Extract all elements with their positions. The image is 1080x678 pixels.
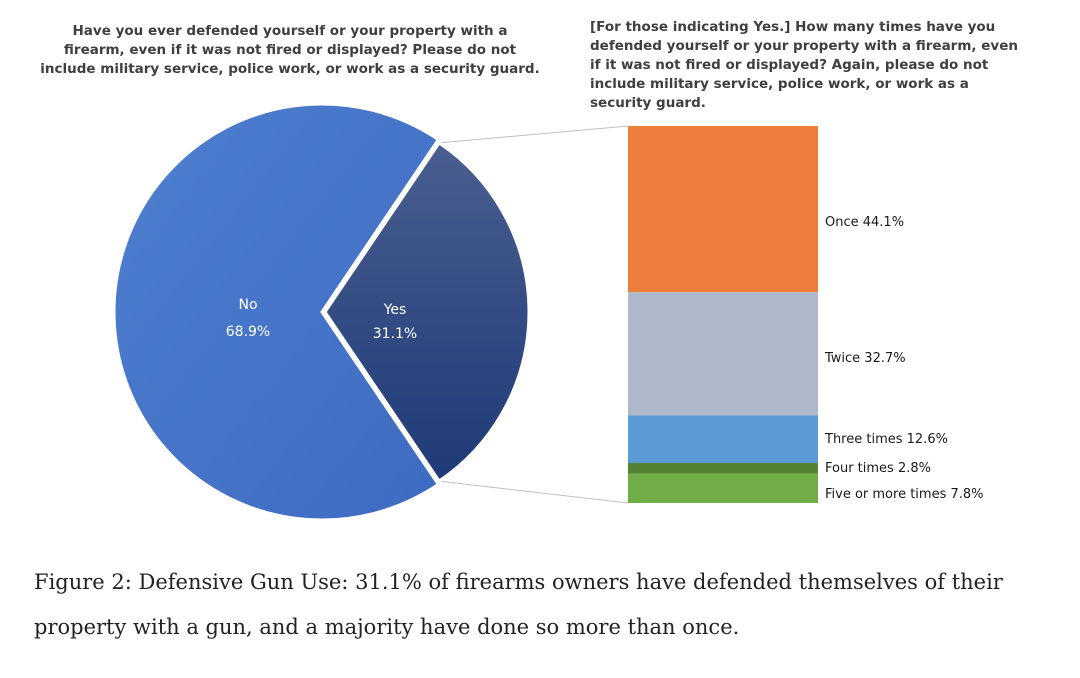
bar-segment-three-times	[628, 415, 818, 464]
bar-label-twice: Twice 32.7%	[824, 351, 906, 366]
pie-slice-yes	[323, 140, 531, 484]
bar-segment-five-or-more-times	[628, 473, 818, 503]
connector-line-top	[439, 125, 629, 144]
bar-label-once: Once 44.1%	[825, 215, 904, 230]
pie-question-title: Have you ever defended yourself or your …	[40, 23, 540, 77]
figure-caption: Figure 2: Defensive Gun Use: 31.1% of fi…	[34, 570, 1003, 639]
pie-value-yes: 31.1%	[373, 326, 417, 342]
bar-label-four-times: Four times 2.8%	[825, 461, 931, 476]
bar-segment-four-times	[628, 463, 818, 474]
bar-label-five-or-more-times: Five or more times 7.8%	[825, 487, 984, 502]
pie-label-yes: Yes	[383, 302, 407, 318]
connector-lines	[439, 125, 629, 504]
bar-question-title: [For those indicating Yes.] How many tim…	[590, 19, 1018, 111]
stacked-bar-chart: Once 44.1% Twice 32.7% Three times 12.6% Fo…	[628, 126, 984, 503]
bar-segment-twice	[628, 292, 818, 416]
pie-label-no: No	[238, 297, 257, 313]
pie-value-no: 68.9%	[226, 324, 270, 340]
pie-slice-no	[112, 102, 441, 522]
bar-label-three-times: Three times 12.6%	[824, 432, 948, 447]
chart-area: No 68.9% Yes 31.1% Once 44.1% Twice 32.7% Thr…	[112, 102, 984, 522]
pie-chart: No 68.9% Yes 31.1%	[112, 102, 531, 522]
connector-line-bottom	[439, 480, 629, 504]
bar-segment-once	[628, 126, 818, 293]
